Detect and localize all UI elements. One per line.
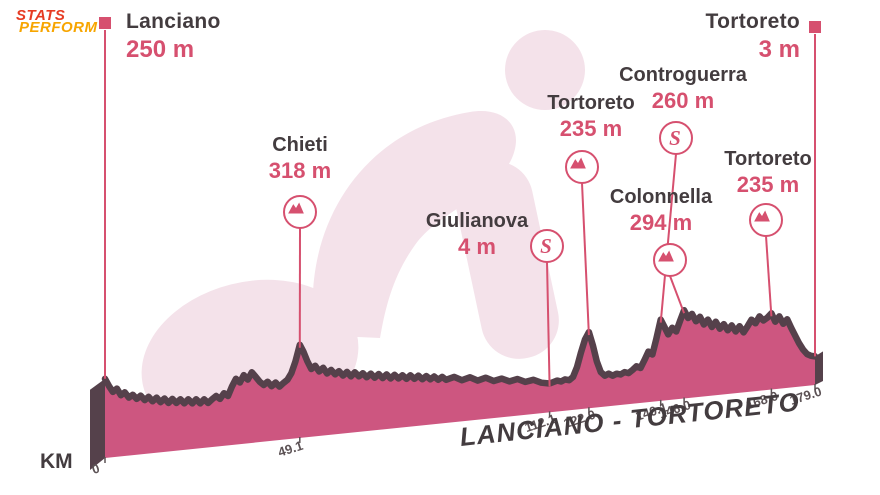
waypoint-elevation: 235 m: [559, 115, 623, 141]
waypoint-name: Giulianova: [425, 210, 529, 232]
waypoint-name: Tortoreto: [724, 148, 812, 170]
stats-perform-logo: STATS PERFORM: [16, 8, 98, 35]
logo-stats: STATS: [16, 7, 66, 24]
markers-layer: [99, 17, 821, 387]
kom-climb-icon: [283, 195, 317, 229]
waypoint-elevation: 318 m: [268, 157, 332, 183]
waypoint-chieti: Chieti 318 m: [269, 134, 331, 184]
waypoint-tortoreto-2: Tortoreto 235 m: [724, 148, 811, 198]
km-tick-label: 0: [90, 460, 102, 477]
profile-left-cap: [90, 378, 105, 470]
waypoint-marker-line: [669, 275, 686, 314]
mountain-icon: [570, 157, 586, 169]
mountain-icon: [658, 250, 674, 262]
waypoint-colonnella: Colonnella 294 m: [610, 186, 712, 236]
profile-right-cap: [815, 351, 823, 385]
waypoint-name: Tortoreto: [547, 92, 635, 114]
start-marker-square: [99, 17, 111, 29]
km-tick-label: 49.1: [276, 438, 305, 460]
start-label: Lanciano 250 m: [126, 10, 221, 64]
waypoint-name: Colonnella: [609, 186, 713, 208]
start-name: Lanciano: [126, 10, 221, 33]
finish-label: Tortoreto 3 m: [706, 10, 800, 64]
profile-area-fill: [105, 310, 815, 458]
finish-elevation: 3 m: [758, 36, 800, 64]
waypoint-marker-line: [581, 182, 590, 336]
waypoint-name: Chieti: [272, 134, 328, 156]
km-axis-label: KM: [40, 450, 73, 473]
logo-perform: PERFORM: [19, 19, 98, 36]
mountain-icon: [288, 202, 304, 214]
waypoint-name: Controguerra: [619, 64, 747, 86]
kom-climb-icon: [749, 203, 783, 237]
finish-name: Tortoreto: [705, 10, 800, 33]
kom-climb-icon: [565, 150, 599, 184]
waypoint-giulianova: Giulianova 4 m: [426, 210, 528, 260]
waypoint-marker-line: [765, 235, 773, 317]
watermark-head: [505, 30, 585, 110]
sprint-letter: S: [540, 233, 552, 258]
watermark-arm: [312, 111, 516, 338]
waypoint-marker-line: [659, 153, 677, 323]
sprint-letter: S: [669, 125, 681, 150]
kom-climb-icon: [653, 243, 687, 277]
sprint-icon: S: [530, 229, 564, 263]
profile-crest-line: [101, 306, 819, 407]
mountain-icon: [754, 210, 770, 222]
profile-layer: [90, 306, 823, 470]
waypoint-elevation: 4 m: [458, 233, 496, 259]
waypoint-elevation: 294 m: [629, 209, 693, 235]
waypoint-tortoreto-1: Tortoreto 235 m: [547, 92, 634, 142]
finish-marker-square: [809, 21, 821, 33]
waypoint-marker-line: [546, 261, 551, 387]
sprint-icon: S: [659, 121, 693, 155]
start-elevation: 250 m: [126, 36, 195, 64]
waypoint-controguerra: Controguerra 260 m: [619, 64, 747, 114]
watermark-band: [455, 161, 559, 359]
waypoint-elevation: 235 m: [736, 171, 800, 197]
waypoint-elevation: 260 m: [651, 87, 715, 113]
